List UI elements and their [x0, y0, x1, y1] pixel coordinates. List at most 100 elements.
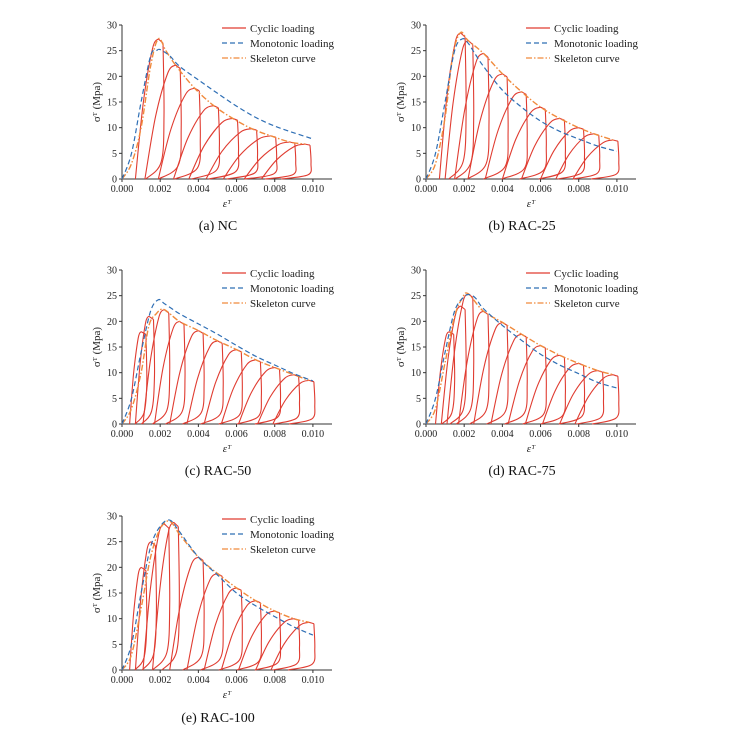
- x-tick-label: 0.002: [149, 184, 172, 195]
- y-tick-label: 30: [107, 21, 117, 32]
- x-tick-label: 0.008: [567, 429, 590, 440]
- y-tick-label: 25: [107, 291, 117, 302]
- x-tick-label: 0.004: [187, 184, 210, 195]
- monotonic-loading-line: [121, 48, 314, 180]
- y-tick-label: 15: [411, 343, 421, 354]
- cyclic-reload-branch: [203, 349, 237, 425]
- cyclic-unload-branch: [264, 143, 297, 180]
- y-tick-label: 20: [411, 317, 421, 328]
- y-tick-label: 25: [107, 46, 117, 57]
- cyclic-loading-series: [134, 38, 312, 180]
- x-tick-label: 0.008: [263, 184, 286, 195]
- panel-caption: (b) RAC-25: [488, 219, 555, 234]
- y-axis-label: σᵀ (Mpa): [91, 327, 103, 367]
- legend-cyclic-label: Cyclic loading: [250, 23, 315, 35]
- x-tick-label: 0.008: [567, 184, 590, 195]
- cyclic-unload-branch: [456, 297, 475, 425]
- x-axis-label: εᵀ: [223, 443, 232, 455]
- cyclic-reload-branch: [220, 600, 256, 671]
- x-tick-label: 0.004: [491, 429, 514, 440]
- x-tick-label: 0.010: [302, 184, 325, 195]
- cyclic-reload-branch: [255, 618, 294, 671]
- x-tick-label: 0.010: [302, 675, 325, 686]
- chart-panel-5: 0 5 10 15 20 25 30 0.000 0.002 0.004 0.006 0.008 0.0…: [91, 512, 335, 702]
- legend-monotonic-label: Monotonic loading: [554, 283, 639, 295]
- skeleton-curve-line: [425, 31, 614, 180]
- x-tick-label: 0.006: [529, 184, 552, 195]
- cyclic-reload-branch: [205, 128, 252, 180]
- cyclic-peak-segment: [150, 541, 156, 546]
- cyclic-reload-branch: [540, 127, 579, 180]
- legend-monotonic-label: Monotonic loading: [250, 283, 335, 295]
- cyclic-unload-branch: [140, 319, 156, 425]
- monotonic-loading-line: [121, 298, 314, 425]
- y-tick-label: 5: [112, 149, 117, 160]
- cyclic-reload-branch: [444, 40, 469, 180]
- y-tick-label: 20: [411, 72, 421, 83]
- x-tick-label: 0.000: [415, 184, 438, 195]
- y-tick-label: 5: [112, 640, 117, 651]
- cyclic-reload-branch: [151, 521, 174, 671]
- legend-cyclic-label: Cyclic loading: [250, 268, 315, 280]
- chart-panel-1: 0 5 10 15 20 25 30 0.000 0.002 0.004 0.006 0.008 0.0…: [91, 21, 335, 211]
- cyclic-reload-branch: [169, 330, 199, 425]
- skeleton-curve-line: [121, 37, 306, 180]
- cyclic-reload-branch: [490, 333, 522, 425]
- cyclic-unload-branch: [449, 309, 467, 425]
- cyclic-reload-branch: [237, 610, 275, 671]
- x-tick-label: 0.006: [225, 675, 248, 686]
- cyclic-peak-segment: [305, 143, 311, 146]
- cyclic-reload-branch: [541, 362, 579, 425]
- cyclic-reload-branch: [524, 354, 560, 425]
- x-tick-label: 0.002: [453, 429, 476, 440]
- cyclic-unload-branch: [467, 56, 490, 180]
- cyclic-peak-segment: [175, 64, 181, 69]
- cyclic-unload-branch: [590, 141, 620, 180]
- cyclic-peak-segment: [140, 566, 147, 571]
- x-tick-label: 0.000: [111, 429, 134, 440]
- legend-skeleton-label: Skeleton curve: [250, 544, 316, 556]
- x-axis-label: εᵀ: [223, 198, 232, 210]
- cyclic-reload-branch: [172, 105, 214, 180]
- cyclic-reload-branch: [270, 621, 310, 671]
- chart-panel-2: 0 5 10 15 20 25 30 0.000 0.002 0.004 0.006 0.008 0.0…: [395, 21, 639, 211]
- cyclic-unload-branch: [281, 145, 312, 180]
- cyclic-unload-branch: [483, 76, 509, 180]
- cyclic-reload-branch: [555, 133, 595, 180]
- cyclic-reload-branch: [222, 135, 272, 180]
- x-tick-label: 0.000: [415, 429, 438, 440]
- x-axis-label: εᵀ: [223, 689, 232, 701]
- legend-cyclic-label: Cyclic loading: [554, 268, 619, 280]
- cyclic-unload-branch: [200, 343, 224, 425]
- x-tick-label: 0.010: [302, 429, 325, 440]
- cyclic-reload-branch: [153, 320, 180, 425]
- cyclic-reload-branch: [243, 141, 291, 180]
- cyclic-reload-branch: [272, 379, 310, 425]
- cyclic-unload-branch: [519, 109, 547, 180]
- cyclic-peak-segment: [148, 315, 154, 320]
- cyclic-reload-branch: [186, 573, 218, 671]
- cyclic-reload-branch: [134, 315, 150, 425]
- y-tick-label: 10: [411, 123, 421, 134]
- cyclic-peak-segment: [308, 379, 315, 383]
- cyclic-unload-branch: [522, 347, 547, 425]
- x-tick-label: 0.004: [491, 184, 514, 195]
- cyclic-unload-branch: [540, 357, 567, 425]
- cyclic-reload-branch: [457, 310, 484, 425]
- cyclic-reload-branch: [142, 309, 165, 425]
- cyclic-reload-branch: [467, 73, 503, 180]
- cyclic-reload-branch: [157, 87, 195, 180]
- cyclic-peak-segment: [173, 521, 179, 528]
- panel-caption: (e) RAC-100: [181, 711, 255, 726]
- chart-panel-3: 0 5 10 15 20 25 30 0.000 0.002 0.004 0.006 0.008 0.0…: [91, 266, 335, 456]
- cyclic-unload-branch: [182, 560, 205, 671]
- cyclic-unload-branch: [469, 314, 490, 425]
- x-tick-label: 0.004: [187, 429, 210, 440]
- cyclic-peak-segment: [612, 139, 619, 142]
- x-tick-label: 0.006: [529, 429, 552, 440]
- cyclic-reload-branch: [572, 139, 614, 180]
- x-tick-label: 0.008: [263, 429, 286, 440]
- cyclic-reload-branch: [501, 106, 541, 180]
- cyclic-unload-branch: [558, 365, 586, 425]
